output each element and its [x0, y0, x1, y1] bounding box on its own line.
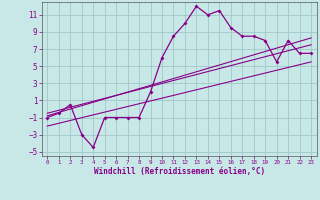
X-axis label: Windchill (Refroidissement éolien,°C): Windchill (Refroidissement éolien,°C): [94, 167, 265, 176]
